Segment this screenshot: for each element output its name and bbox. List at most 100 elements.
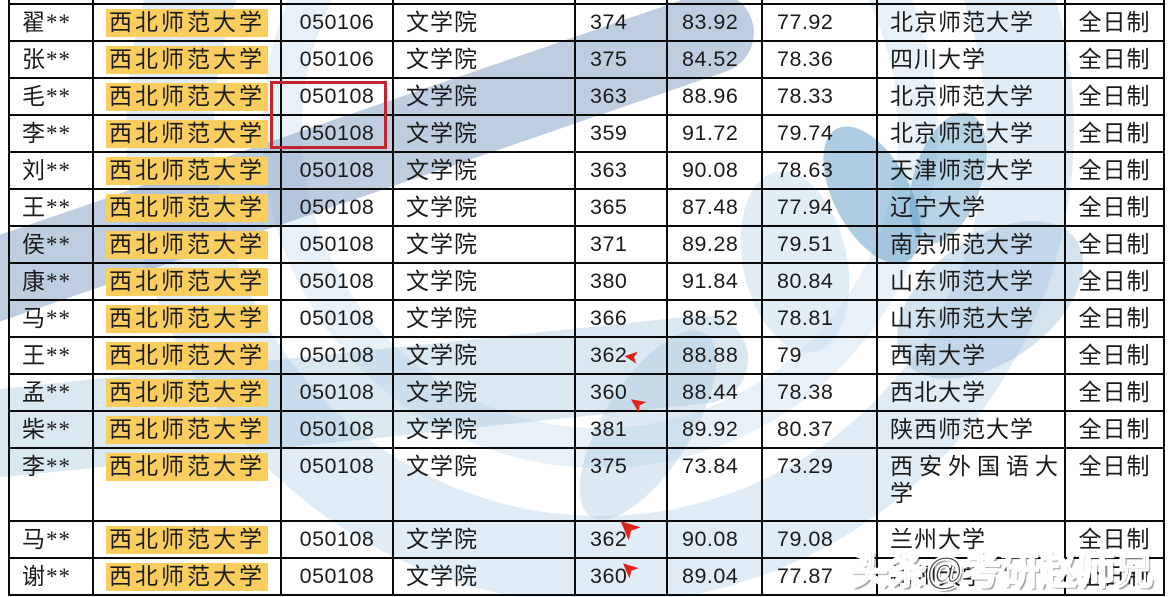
highlighted-university: 西北师范大学 [106,46,268,74]
table-row: 毛** 西北师范大学 050108 文学院 363 88.96 78.33 北京… [8,77,1165,116]
cell-code: 050108 [280,447,394,522]
cell-code: 050108 [280,557,394,596]
code-value: 050108 [299,564,375,588]
cell-name: 马** [8,299,94,338]
cell-destination: 西北大学 [876,373,1066,412]
cell-score: 360 [574,373,668,412]
highlighted-university: 西北师范大学 [106,379,268,407]
cell-university: 西北师范大学 [92,336,282,375]
cell-destination: 西南大学 [876,336,1066,375]
cell-score3: 77.87 [761,557,878,596]
highlighted-university: 西北师范大学 [106,453,268,481]
cell-score3: 78.38 [761,373,878,412]
cell-code: 050108 [280,336,394,375]
cell-code: 050108 [271,77,394,116]
cell-college: 文学院 [392,262,576,301]
cell-name: 刘** [8,151,94,190]
score-value: 375 [590,454,628,478]
cell-score: 375 [574,40,668,79]
cell-score3: 79 [761,336,878,375]
cell-destination: 扬州大学 [876,557,1066,596]
code-value: 050108 [299,454,375,478]
highlighted-university: 西北师范大学 [106,120,268,148]
code-value: 050106 [299,10,375,34]
cell-college: 文学院 [392,299,576,338]
cell-score: 359 [574,114,668,153]
table-row: 李** 西北师范大学 050108 文学院 359 91.72 79.74 北京… [8,114,1165,153]
code-value: 050108 [299,269,375,293]
cell-score2: 87.48 [666,188,763,227]
code-value: 050108 [299,527,375,551]
cell-college: 文学院 [392,447,576,522]
cell-destination: 南京师范大学 [876,225,1066,264]
cell-score2: 84.52 [666,40,763,79]
cell-code: 050108 [280,373,394,412]
cell-college: 文学院 [392,410,576,449]
code-value: 050108 [299,380,375,404]
cell-score: 363 [574,77,668,116]
cell-type: 全日制 [1064,225,1165,264]
code-value: 050108 [299,417,375,441]
score-value: 374 [590,10,628,34]
cell-score2: 91.72 [666,114,763,153]
cell-university: 西北师范大学 [92,447,282,522]
cell-score2: 90.08 [666,151,763,190]
cell-score3: 80.37 [761,410,878,449]
cell-score: 366 [574,299,668,338]
cell-name: 孟** [8,373,94,412]
cell-university: 西北师范大学 [92,520,282,559]
cell-score3: 78.81 [761,299,878,338]
cell-score: 375 [574,447,668,522]
cell-type: 全日制 [1064,447,1165,522]
cell-type: 全日制 [1064,410,1165,449]
cell-code: 050106 [280,40,394,79]
highlighted-university: 西北师范大学 [106,9,268,37]
table-row: 张** 西北师范大学 050106 文学院 375 84.52 78.36 四川… [8,40,1165,79]
cell-score3: 78.63 [761,151,878,190]
cell-score3: 79.74 [761,114,878,153]
score-value: 375 [590,47,628,71]
score-value: 360 [590,380,628,404]
cell-score2: 91.84 [666,262,763,301]
cell-destination: 四川大学 [876,40,1066,79]
table-row: 孟** 西北师范大学 050108 文学院 360 88.44 78.38 西北… [8,373,1165,412]
cell-score: 362 [574,520,668,559]
cell-score2: 88.88 [666,336,763,375]
cell-destination: 天津师范大学 [876,151,1066,190]
code-value: 050108 [299,232,375,256]
cell-university: 西北师范大学 [92,114,282,153]
cell-destination: 兰州大学 [876,520,1066,559]
cell-destination: 陕西师范大学 [876,410,1066,449]
cell-score: 381 [574,410,668,449]
score-value: 371 [590,232,628,256]
cell-code: 050108 [271,114,394,153]
code-value: 050108 [299,195,375,219]
cell-code: 050108 [280,299,394,338]
red-arrow-icon [622,346,641,367]
code-value: 050108 [299,84,375,108]
score-value: 362 [590,343,628,367]
cell-destination: 西安外国语大学 [876,447,1066,522]
code-value: 050108 [299,306,375,330]
cell-destination: 北京师范大学 [876,114,1066,153]
cell-name: 康** [8,262,94,301]
table-row: 康** 西北师范大学 050108 文学院 380 91.84 80.84 山东… [8,262,1165,301]
cell-score3: 77.92 [761,3,878,42]
cell-score2: 89.92 [666,410,763,449]
cell-destination: 辽宁大学 [876,188,1066,227]
cell-college: 文学院 [392,336,576,375]
cell-name: 王** [8,336,94,375]
cell-score: 380 [574,262,668,301]
cell-type: 全日制 [1064,373,1165,412]
highlighted-university: 西北师范大学 [106,416,268,444]
cell-score3: 79.51 [761,225,878,264]
cell-type: 全日制 [1064,299,1165,338]
cell-type: 全日制 [1064,151,1165,190]
cell-name: 李** [8,114,94,153]
table-row: 刘** 西北师范大学 050108 文学院 363 90.08 78.63 天津… [8,151,1165,190]
table-row: 王** 西北师范大学 050108 文学院 365 87.48 77.94 辽宁… [8,188,1165,227]
cell-code: 050108 [280,225,394,264]
cell-name: 侯** [8,225,94,264]
cell-score: 371 [574,225,668,264]
cell-university: 西北师范大学 [92,40,282,79]
